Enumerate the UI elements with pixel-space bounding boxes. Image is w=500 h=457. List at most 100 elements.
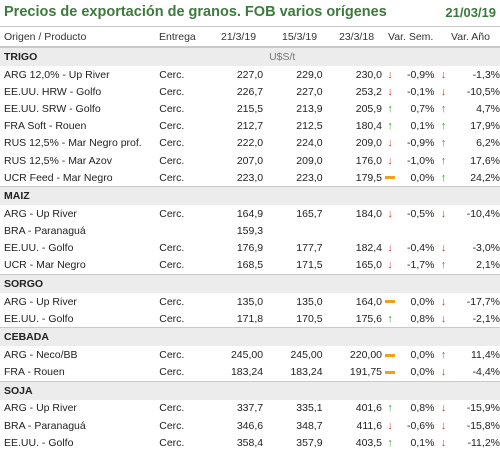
price-prev-week — [263, 223, 322, 240]
price-current: 171,8 — [236, 312, 264, 325]
section-header-maiz: MAIZ — [0, 186, 500, 206]
product-name: ARG - Up River — [4, 295, 77, 308]
price-prev-week: 229,0 — [296, 68, 323, 81]
product-name: EE.UU. - Golfo — [4, 242, 74, 255]
table-row: EE.UU. - Golfo Cerc. 176,9 177,7 182,4 ↓ -0,4%… — [0, 240, 500, 257]
yearly-change: 11,4% — [471, 349, 500, 362]
price-prev-year: 209,0 — [355, 137, 383, 150]
arrow-up-icon: ↑ — [387, 402, 393, 415]
weekly-change: 0,1% — [410, 120, 435, 133]
arrow-down-icon: ↓ — [387, 85, 393, 98]
product-name: RUS 12,5% - Mar Negro prof. — [4, 137, 142, 150]
yearly-change: -15,8% — [466, 419, 500, 432]
table-row: UCR - Mar Negro Cerc. 168,5 171,5 165,0 ↓ -1,7… — [0, 257, 500, 275]
table-row: ARG 12,0% - Up River Cerc. 227,0 229,0 230,0… — [0, 66, 500, 83]
table-row: RUS 12,5% - Mar Negro prof. Cerc. 222,0 224… — [0, 135, 500, 152]
section-header-soja: SOJA — [0, 380, 500, 400]
delivery-cell: Cerc. — [159, 137, 185, 150]
price-prev-week: 212,5 — [296, 120, 323, 133]
delivery-cell: Cerc. — [159, 171, 185, 184]
yearly-change: -17,7% — [466, 295, 500, 308]
section-unit — [263, 380, 500, 400]
no-change-icon — [382, 346, 398, 363]
section-title: TRIGO — [0, 47, 264, 66]
header-var-ano: Var. Año — [451, 31, 490, 43]
yearly-change: -15,9% — [466, 402, 500, 415]
table-row: ARG - Up River Cerc. 135,0 135,0 164,0 0,0% ↓ -… — [0, 293, 500, 310]
price-prev-year: 191,75 — [349, 366, 383, 379]
arrow-up-icon: ↑ — [440, 120, 447, 133]
price-prev-year: 184,0 — [355, 207, 383, 220]
price-current: 135,0 — [236, 295, 264, 308]
price-prev-week: 224,0 — [296, 137, 323, 150]
weekly-change: -0,6% — [407, 419, 435, 432]
price-prev-year — [323, 223, 382, 240]
table-row: ARG - Neco/BB Cerc. 245,00 245,00 220,00 0,0%… — [0, 346, 500, 363]
price-prev-year: 165,0 — [355, 259, 383, 272]
price-current: 215,5 — [236, 102, 264, 115]
section-title: CEBADA — [0, 327, 264, 347]
yearly-change: 4,7% — [476, 102, 500, 115]
delivery-cell — [159, 223, 203, 240]
product-name: BRA - Paranaguá — [4, 419, 86, 432]
empty-cell — [434, 223, 452, 240]
empty-cell — [382, 223, 398, 240]
weekly-change: 0,8% — [410, 402, 435, 415]
weekly-change: -0,5% — [407, 207, 435, 220]
arrow-up-icon: ↑ — [387, 312, 393, 325]
table-row: BRA - Paranaguá Cerc. 346,6 348,7 411,6 ↓ -0,6… — [0, 417, 500, 434]
section-header-trigo: TRIGO U$S/t — [0, 47, 500, 66]
delivery-cell: Cerc. — [159, 295, 185, 308]
arrow-up-icon: ↑ — [387, 436, 393, 449]
arrow-down-icon: ↓ — [387, 259, 393, 272]
section-title: SOJA — [0, 380, 264, 400]
title-bar: Precios de exportación de granos. FOB va… — [0, 0, 500, 24]
table-body: TRIGO U$S/t ARG 12,0% - Up River Cerc. 227,0… — [0, 47, 500, 452]
price-current: 358,4 — [236, 436, 264, 449]
table-row: BRA - Paranaguá 159,3 — [0, 223, 500, 240]
yearly-change: -4,4% — [472, 366, 500, 379]
arrow-down-icon: ↓ — [440, 85, 447, 98]
section-header-sorgo: SORGO — [0, 274, 500, 294]
arrow-down-icon: ↓ — [387, 137, 393, 150]
yearly-change: 6,2% — [476, 137, 500, 150]
arrow-up-icon: ↑ — [440, 137, 447, 150]
delivery-cell: Cerc. — [159, 102, 185, 115]
price-prev-week: 348,7 — [296, 419, 323, 432]
header-entrega: Entrega — [159, 31, 196, 43]
section-header-cebada: CEBADA — [0, 327, 500, 347]
arrow-down-icon: ↓ — [387, 154, 393, 167]
product-name: ARG - Up River — [4, 207, 77, 220]
product-name: BRA - Paranaguá — [4, 225, 86, 238]
arrow-down-icon: ↓ — [440, 295, 447, 308]
arrow-up-icon: ↑ — [440, 349, 447, 362]
price-prev-week: 170,5 — [296, 312, 323, 325]
weekly-change: -1,0% — [407, 154, 435, 167]
header-date-2: 15/3/19 — [282, 31, 318, 43]
product-name: FRA Soft - Rouen — [4, 120, 87, 133]
weekly-change: 0,0% — [410, 171, 435, 184]
table-row: ARG - Up River Cerc. 164,9 165,7 184,0 ↓ -0,5%… — [0, 205, 500, 222]
delivery-cell: Cerc. — [159, 349, 185, 362]
price-current: 346,6 — [236, 419, 264, 432]
price-prev-week: 209,0 — [296, 154, 323, 167]
price-current: 227,0 — [236, 68, 264, 81]
arrow-down-icon: ↓ — [440, 402, 447, 415]
weekly-change: -0,9% — [407, 68, 435, 81]
yearly-change: 24,2% — [470, 171, 500, 184]
delivery-cell: Cerc. — [159, 242, 185, 255]
product-name: UCR - Mar Negro — [4, 259, 86, 272]
no-change-icon — [382, 293, 398, 310]
weekly-change: 0,8% — [410, 312, 435, 325]
price-prev-week: 223,0 — [296, 171, 323, 184]
price-current: 159,3 — [236, 225, 264, 238]
price-prev-year: 164,0 — [355, 295, 383, 308]
product-name: FRA - Rouen — [4, 366, 65, 379]
product-name: ARG 12,0% - Up River — [4, 68, 110, 81]
table-row: FRA - Rouen Cerc. 183,24 183,24 191,75 0,0% ↓ -… — [0, 364, 500, 382]
product-name: ARG - Neco/BB — [4, 349, 78, 362]
yearly-change: -11,2% — [467, 436, 500, 449]
table-row: ARG - Up River Cerc. 337,7 335,1 401,6 ↑ 0,8% ↓… — [0, 400, 500, 417]
delivery-cell: Cerc. — [159, 436, 185, 449]
